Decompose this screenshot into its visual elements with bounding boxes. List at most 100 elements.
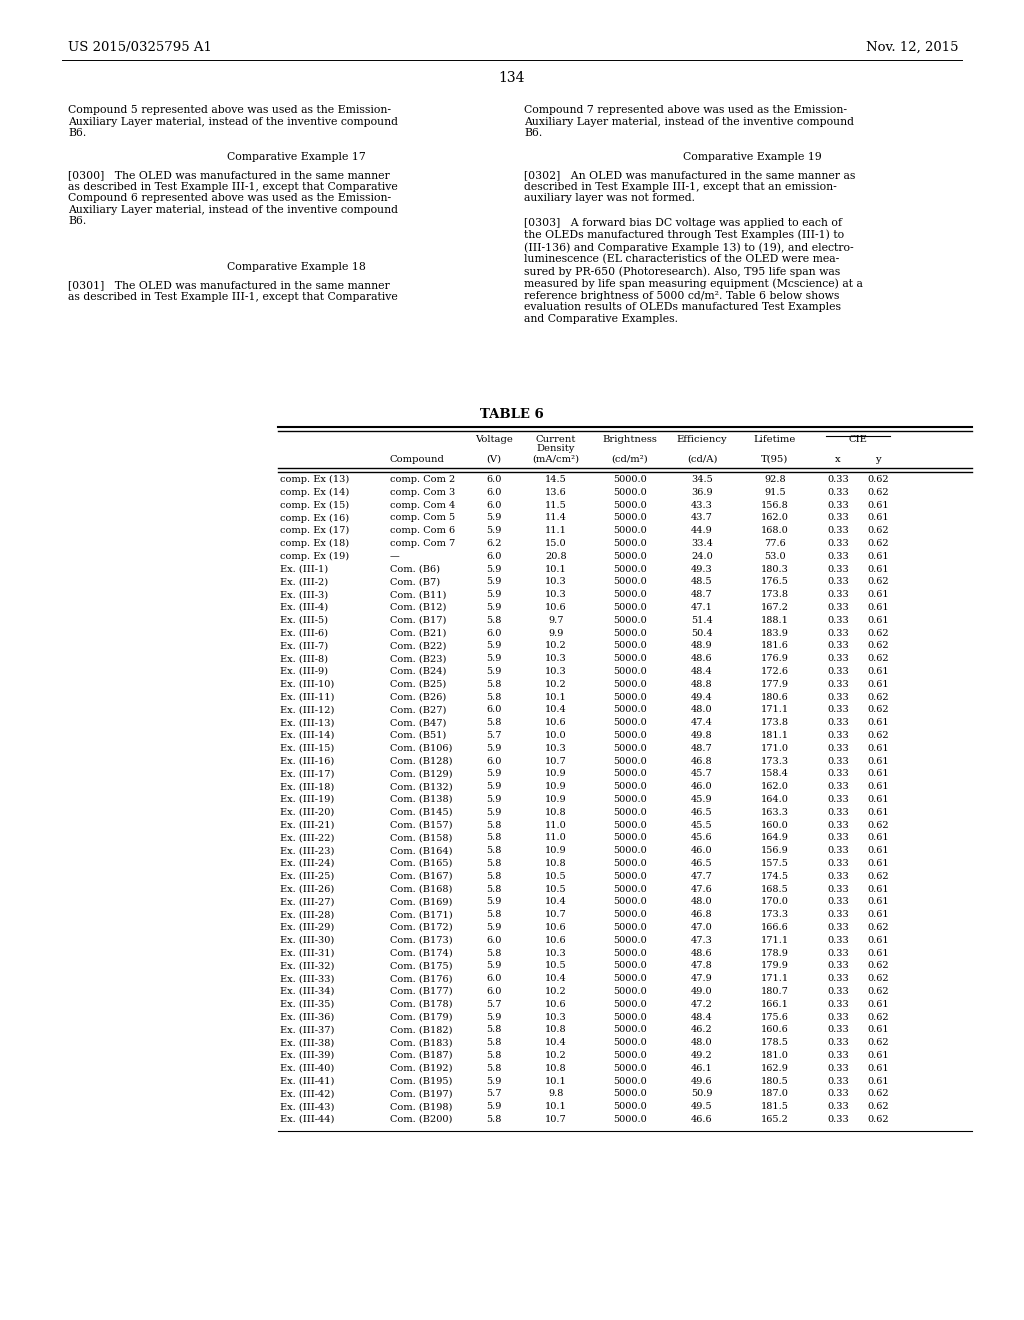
Text: Ex. (III-13): Ex. (III-13) <box>280 718 335 727</box>
Text: 5000.0: 5000.0 <box>613 808 647 817</box>
Text: 48.6: 48.6 <box>691 655 713 663</box>
Text: 6.0: 6.0 <box>486 756 502 766</box>
Text: 45.7: 45.7 <box>691 770 713 779</box>
Text: 0.61: 0.61 <box>867 603 889 612</box>
Text: 10.7: 10.7 <box>545 911 567 919</box>
Text: 10.6: 10.6 <box>545 603 567 612</box>
Text: 10.8: 10.8 <box>545 1064 567 1073</box>
Text: 160.0: 160.0 <box>761 821 788 829</box>
Text: 5000.0: 5000.0 <box>613 821 647 829</box>
Text: 0.62: 0.62 <box>867 475 889 484</box>
Text: Com. (B6): Com. (B6) <box>390 565 440 574</box>
Text: 5.8: 5.8 <box>486 616 502 624</box>
Text: 43.3: 43.3 <box>691 500 713 510</box>
Text: 175.6: 175.6 <box>761 1012 788 1022</box>
Text: 172.6: 172.6 <box>761 667 790 676</box>
Text: Com. (B11): Com. (B11) <box>390 590 446 599</box>
Text: 49.4: 49.4 <box>691 693 713 702</box>
Text: 5000.0: 5000.0 <box>613 552 647 561</box>
Text: Ex. (III-40): Ex. (III-40) <box>280 1064 334 1073</box>
Text: 0.61: 0.61 <box>867 552 889 561</box>
Text: —: — <box>390 552 399 561</box>
Text: 167.2: 167.2 <box>761 603 790 612</box>
Text: 0.33: 0.33 <box>827 667 849 676</box>
Text: 156.9: 156.9 <box>761 846 788 855</box>
Text: 5000.0: 5000.0 <box>613 1064 647 1073</box>
Text: 5.8: 5.8 <box>486 1115 502 1125</box>
Text: Com. (B169): Com. (B169) <box>390 898 453 907</box>
Text: x: x <box>836 455 841 465</box>
Text: 0.33: 0.33 <box>827 859 849 869</box>
Text: Ex. (III-9): Ex. (III-9) <box>280 667 328 676</box>
Text: 5000.0: 5000.0 <box>613 783 647 791</box>
Text: 0.61: 0.61 <box>867 795 889 804</box>
Text: Com. (B187): Com. (B187) <box>390 1051 453 1060</box>
Text: Ex. (III-41): Ex. (III-41) <box>280 1077 335 1085</box>
Text: Ex. (III-7): Ex. (III-7) <box>280 642 328 651</box>
Text: 5.9: 5.9 <box>486 565 502 574</box>
Text: 77.6: 77.6 <box>764 539 785 548</box>
Text: 165.2: 165.2 <box>761 1115 788 1125</box>
Text: 5000.0: 5000.0 <box>613 961 647 970</box>
Text: 9.9: 9.9 <box>548 628 563 638</box>
Text: 5.9: 5.9 <box>486 743 502 752</box>
Text: Ex. (III-21): Ex. (III-21) <box>280 821 335 829</box>
Text: 10.2: 10.2 <box>545 1051 567 1060</box>
Text: 14.5: 14.5 <box>545 475 567 484</box>
Text: 10.7: 10.7 <box>545 756 567 766</box>
Text: 0.33: 0.33 <box>827 821 849 829</box>
Text: Ex. (III-31): Ex. (III-31) <box>280 949 335 957</box>
Text: Efficiency: Efficiency <box>677 436 727 444</box>
Text: Brightness: Brightness <box>602 436 657 444</box>
Text: 5000.0: 5000.0 <box>613 655 647 663</box>
Text: 48.8: 48.8 <box>691 680 713 689</box>
Text: Com. (B47): Com. (B47) <box>390 718 446 727</box>
Text: 180.3: 180.3 <box>761 565 788 574</box>
Text: 0.61: 0.61 <box>867 718 889 727</box>
Text: 0.61: 0.61 <box>867 500 889 510</box>
Text: 171.1: 171.1 <box>761 705 790 714</box>
Text: 24.0: 24.0 <box>691 552 713 561</box>
Text: 0.33: 0.33 <box>827 628 849 638</box>
Text: 10.0: 10.0 <box>545 731 567 741</box>
Text: 0.61: 0.61 <box>867 743 889 752</box>
Text: 0.33: 0.33 <box>827 1012 849 1022</box>
Text: 5.9: 5.9 <box>486 808 502 817</box>
Text: Ex. (III-2): Ex. (III-2) <box>280 577 328 586</box>
Text: comp. Ex (19): comp. Ex (19) <box>280 552 349 561</box>
Text: 177.9: 177.9 <box>761 680 790 689</box>
Text: 0.61: 0.61 <box>867 1064 889 1073</box>
Text: Com. (B22): Com. (B22) <box>390 642 446 651</box>
Text: 10.3: 10.3 <box>545 655 567 663</box>
Text: Com. (B179): Com. (B179) <box>390 1012 453 1022</box>
Text: 5000.0: 5000.0 <box>613 527 647 535</box>
Text: 0.62: 0.62 <box>867 488 889 496</box>
Text: 5000.0: 5000.0 <box>613 565 647 574</box>
Text: 0.33: 0.33 <box>827 974 849 983</box>
Text: comp. Ex (18): comp. Ex (18) <box>280 539 349 548</box>
Text: Ex. (III-6): Ex. (III-6) <box>280 628 328 638</box>
Text: comp. Com 4: comp. Com 4 <box>390 500 456 510</box>
Text: [0302]   An OLED was manufactured in the same manner as
described in Test Exampl: [0302] An OLED was manufactured in the s… <box>524 170 855 203</box>
Text: 0.33: 0.33 <box>827 718 849 727</box>
Text: 9.7: 9.7 <box>548 616 564 624</box>
Text: 180.7: 180.7 <box>761 987 788 997</box>
Text: 0.33: 0.33 <box>827 513 849 523</box>
Text: 5.9: 5.9 <box>486 795 502 804</box>
Text: 5.9: 5.9 <box>486 603 502 612</box>
Text: 5000.0: 5000.0 <box>613 667 647 676</box>
Text: [0300]   The OLED was manufactured in the same manner
as described in Test Examp: [0300] The OLED was manufactured in the … <box>68 170 398 227</box>
Text: 47.2: 47.2 <box>691 999 713 1008</box>
Text: Com. (B157): Com. (B157) <box>390 821 453 829</box>
Text: 10.9: 10.9 <box>545 770 567 779</box>
Text: 0.62: 0.62 <box>867 1039 889 1047</box>
Text: 48.0: 48.0 <box>691 1039 713 1047</box>
Text: 5000.0: 5000.0 <box>613 936 647 945</box>
Text: 0.33: 0.33 <box>827 770 849 779</box>
Text: Ex. (III-32): Ex. (III-32) <box>280 961 335 970</box>
Text: 49.6: 49.6 <box>691 1077 713 1085</box>
Text: TABLE 6: TABLE 6 <box>480 408 544 421</box>
Text: 0.33: 0.33 <box>827 936 849 945</box>
Text: 5.8: 5.8 <box>486 911 502 919</box>
Text: 5.8: 5.8 <box>486 846 502 855</box>
